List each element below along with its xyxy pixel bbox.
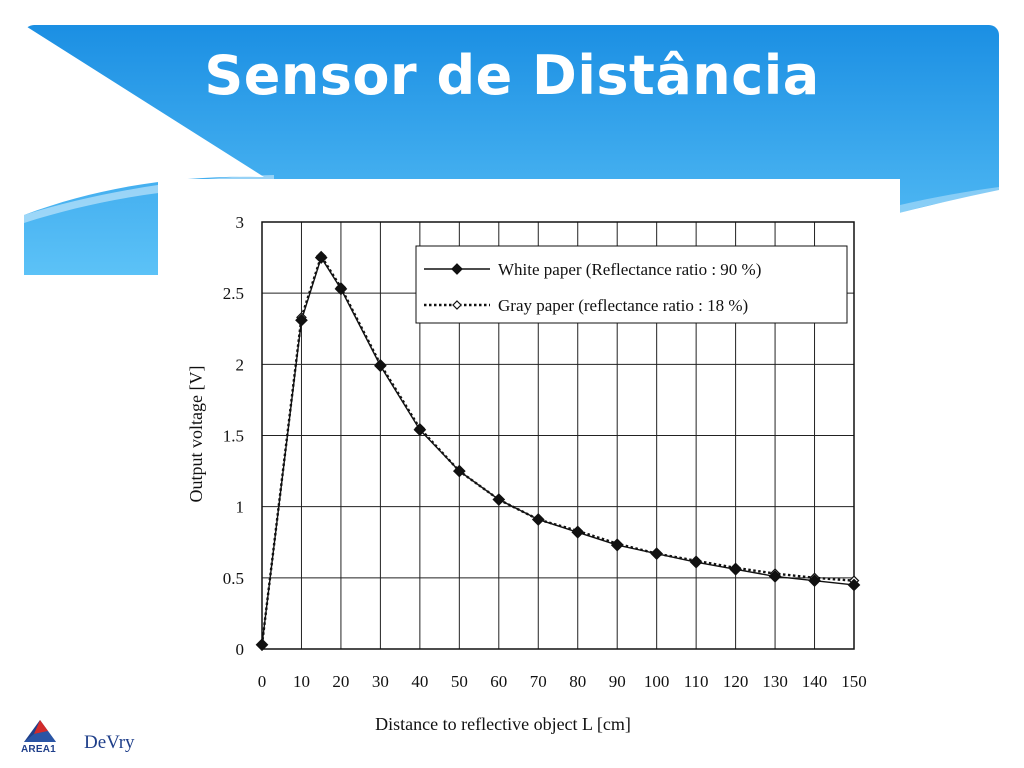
x-tick-label: 0 <box>258 672 267 691</box>
series-1-point <box>334 282 348 296</box>
x-tick-label: 140 <box>802 672 828 691</box>
x-tick-label: 40 <box>411 672 428 691</box>
x-tick-label: 120 <box>723 672 749 691</box>
series-1-point <box>255 638 269 652</box>
x-tick-label: 30 <box>372 672 389 691</box>
x-tick-label: 110 <box>684 672 709 691</box>
y-tick-label: 0 <box>236 640 245 659</box>
series-1-point <box>374 359 387 373</box>
series-1-point <box>295 313 308 327</box>
devry-logo: AREA1 DeVry <box>20 718 165 762</box>
header-wave-highlight-right <box>900 187 999 213</box>
area1-triangle-icon <box>24 720 56 742</box>
legend-label: Gray paper (reflectance ratio : 18 %) <box>498 296 748 315</box>
chart-panel: 0 10 20 30 40 50 60 70 80 90 100 110 120 130 140 150 0 0.… <box>158 179 900 768</box>
series-1-point <box>729 562 742 576</box>
x-tick-label: 130 <box>762 672 788 691</box>
plot-frame <box>261 221 855 650</box>
series-1-point <box>689 555 703 569</box>
y-tick-label: 1.5 <box>223 427 244 446</box>
slide-title: Sensor de Distância <box>204 44 820 107</box>
legend-swatch-marker <box>452 300 462 310</box>
x-tick-label: 90 <box>609 672 626 691</box>
x-tick-label: 50 <box>451 672 468 691</box>
series-line-2 <box>260 253 855 645</box>
series-layer <box>255 250 861 652</box>
series-1-point <box>531 513 545 526</box>
x-tick-label: 80 <box>569 672 586 691</box>
x-tick-label: 10 <box>293 672 310 691</box>
legend-label: White paper (Reflectance ratio : 90 %) <box>498 260 761 279</box>
x-tick-label: 60 <box>490 672 507 691</box>
y-axis-label: Output voltage [V] <box>186 366 206 503</box>
legend-box <box>415 245 848 324</box>
y-tick-label: 1 <box>236 498 245 517</box>
y-tick-label: 2 <box>236 355 245 374</box>
axes: 0 10 20 30 40 50 60 70 80 90 100 110 120 130 140 150 0 0.… <box>223 213 867 691</box>
x-tick-label: 150 <box>841 672 867 691</box>
legend: White paper (Reflectance ratio : 90 %) Gr… <box>415 245 848 324</box>
y-tick-label: 3 <box>236 213 245 232</box>
x-tick-label: 20 <box>332 672 349 691</box>
x-tick-label: 70 <box>530 672 547 691</box>
series-1-point <box>808 574 821 588</box>
series-1-point <box>847 578 861 592</box>
y-tick-label: 0.5 <box>223 569 244 588</box>
series-1-point <box>571 525 585 539</box>
chart: 0 10 20 30 40 50 60 70 80 90 100 110 120 130 140 150 0 0.… <box>186 213 867 734</box>
series-1-point <box>650 547 664 560</box>
x-tick-label: 100 <box>644 672 670 691</box>
logo-brand-text: DeVry <box>84 732 135 753</box>
series-1-point <box>768 570 782 583</box>
series-1-point <box>413 423 427 437</box>
series-1-point <box>492 493 506 506</box>
legend-swatch-marker <box>451 263 463 275</box>
y-tick-label: 2.5 <box>223 284 244 303</box>
series-1-point <box>452 464 466 478</box>
series-1-point <box>610 538 624 552</box>
x-axis-label: Distance to reflective object L [cm] <box>375 714 631 734</box>
series-1-point <box>314 251 328 264</box>
logo-area-text: AREA1 <box>21 744 56 755</box>
